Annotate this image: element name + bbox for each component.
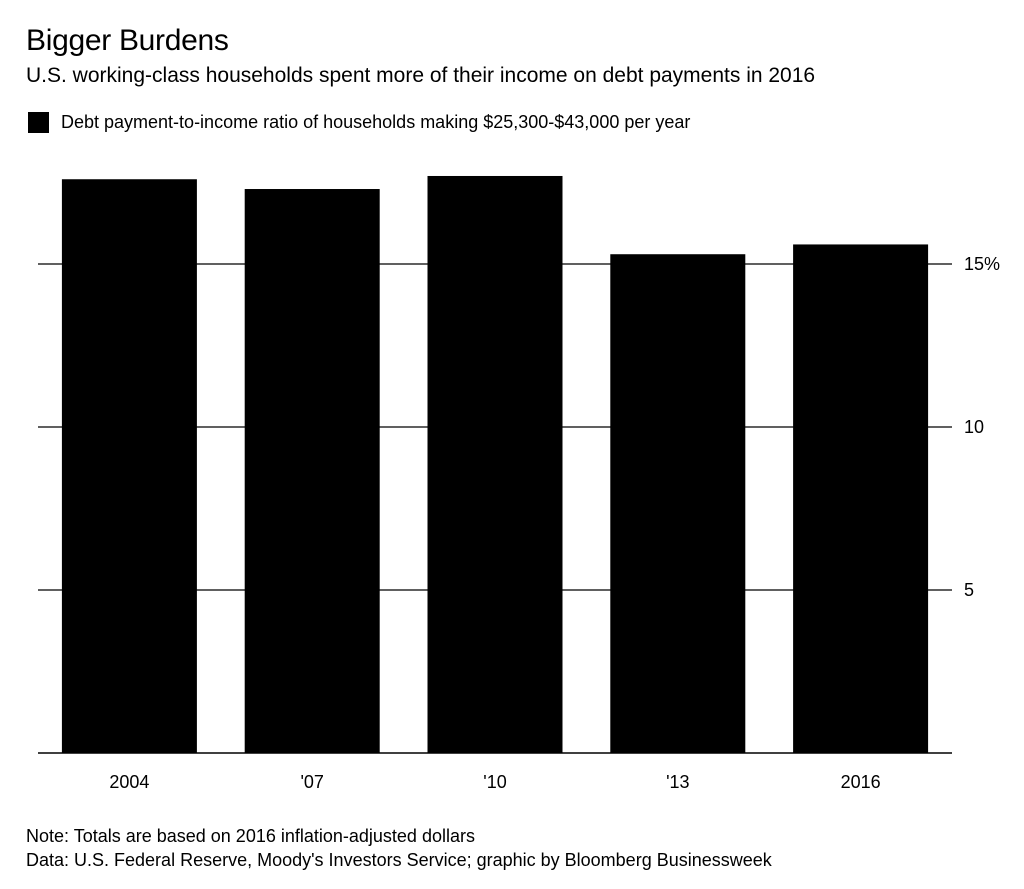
bar (61, 179, 197, 754)
legend-label: Debt payment-to-income ratio of househol… (61, 112, 691, 132)
y-tick-label: 10 (964, 417, 984, 437)
y-tick-label: 5 (964, 580, 974, 600)
source-text: Data: U.S. Federal Reserve, Moody's Inve… (26, 850, 772, 870)
bar (244, 189, 380, 753)
x-tick-label: 2004 (109, 772, 149, 792)
bar (793, 244, 929, 753)
x-tick-label: 2016 (841, 772, 881, 792)
bar (427, 175, 563, 754)
x-tick-label: '10 (483, 772, 506, 792)
y-tick-label: 15% (964, 254, 1000, 274)
x-tick-label: '13 (666, 772, 689, 792)
bar (610, 254, 746, 753)
chart-notes: Note: Totals are based on 2016 inflation… (26, 824, 772, 872)
note-text: Note: Totals are based on 2016 inflation… (26, 826, 475, 846)
x-tick-label: '07 (300, 772, 323, 792)
chart-subtitle: U.S. working-class households spent more… (26, 64, 816, 87)
chart-title: Bigger Burdens (26, 24, 229, 57)
legend: Debt payment-to-income ratio of househol… (28, 112, 690, 133)
legend-swatch (28, 112, 49, 133)
